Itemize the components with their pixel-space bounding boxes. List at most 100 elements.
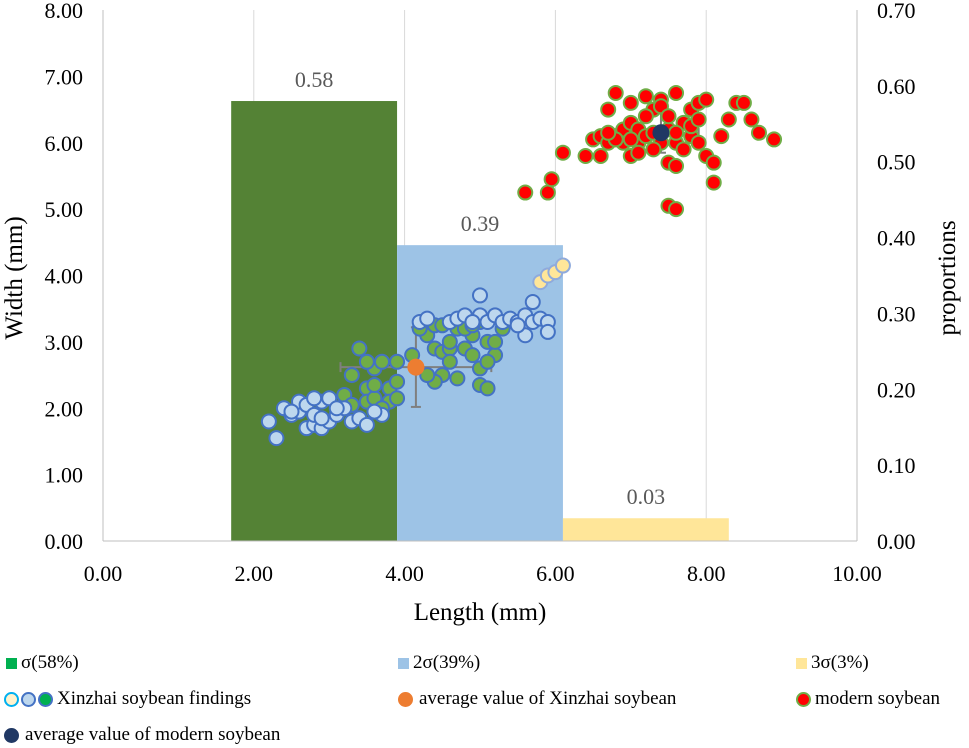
legend-marker-yellow [4, 691, 19, 707]
legend-marker-red [796, 691, 811, 707]
legend-3sigma-label: 3σ(3%) [811, 652, 869, 673]
data-point [743, 111, 760, 128]
data-point [358, 416, 375, 433]
legend-xinzhai-average: average value of Xinzhai soybean [398, 688, 676, 710]
data-point [600, 124, 617, 141]
data-point [705, 154, 722, 171]
y-tick-label: 2.00 [45, 396, 84, 421]
data-point [690, 111, 707, 128]
y2-tick-label: 0.60 [877, 74, 916, 99]
y2-tick-label: 0.70 [877, 0, 916, 23]
data-point [479, 353, 496, 370]
data-point [464, 313, 481, 330]
data-point [472, 287, 488, 304]
legend-modern-average: average value of modern soybean [4, 724, 280, 746]
x-tick-label: 6.00 [536, 561, 575, 586]
y2-tick-label: 0.20 [877, 377, 916, 402]
data-point [607, 84, 624, 101]
bar [231, 101, 398, 542]
y2-tick-label: 0.40 [877, 226, 916, 251]
legend-xinzhai-findings-label: Xinzhai soybean findings [57, 688, 252, 709]
y-tick-label: 3.00 [45, 330, 84, 355]
data-point [449, 370, 466, 387]
bar-value-label: 0.03 [627, 484, 666, 509]
data-point [637, 88, 654, 105]
data-point [351, 340, 368, 357]
data-point [419, 367, 436, 384]
legend-xinzhai-average-label: average value of Xinzhai soybean [419, 688, 677, 709]
data-point [366, 403, 383, 420]
data-point [524, 294, 541, 311]
data-point [543, 171, 560, 188]
y-tick-label: 7.00 [45, 64, 84, 89]
data-point [389, 373, 406, 390]
data-point [592, 148, 609, 165]
scatter-points [260, 84, 783, 447]
legend-marker-green [38, 691, 53, 707]
data-point [343, 367, 360, 384]
y2-tick-label: 0.00 [877, 529, 916, 554]
y2-tick-label: 0.10 [877, 453, 916, 478]
data-point [720, 111, 737, 128]
data-point [260, 413, 277, 430]
data-point [389, 353, 406, 370]
y2-tick-label: 0.30 [877, 301, 916, 326]
legend-marker-navy [4, 727, 19, 743]
bar [562, 518, 729, 541]
bar-value-label: 0.39 [461, 211, 500, 236]
data-point [668, 124, 685, 141]
data-point [509, 317, 526, 334]
data-point [554, 144, 571, 161]
data-point [419, 310, 436, 327]
data-point [690, 134, 707, 151]
y2-axis-title: proportions [934, 220, 961, 335]
data-point [766, 131, 783, 148]
data-point [577, 148, 594, 165]
data-point [366, 377, 383, 394]
data-point [600, 101, 617, 118]
legend-xinzhai-findings: Xinzhai soybean findings [4, 688, 251, 710]
data-point [622, 131, 639, 148]
data-point [328, 400, 345, 417]
data-point [268, 430, 285, 447]
data-point [713, 128, 730, 145]
data-point [464, 347, 481, 364]
y2-tick-label: 0.50 [877, 150, 916, 175]
x-tick-label: 4.00 [385, 561, 424, 586]
legend-sigma-label: σ(58%) [21, 652, 79, 673]
legend-3sigma-swatch [796, 657, 807, 669]
data-point [668, 201, 685, 218]
data-point [283, 403, 300, 420]
y-tick-label: 5.00 [45, 197, 84, 222]
y-tick-label: 6.00 [45, 131, 84, 156]
data-point [698, 91, 715, 108]
data-point [630, 144, 647, 161]
average-point [652, 124, 670, 142]
data-point [313, 410, 330, 427]
labels: 0.58 0.39 0.03 0.00 2.00 4.00 6.00 8.00 10.00 0.0… [45, 0, 916, 586]
data-point [517, 184, 534, 201]
data-point [554, 257, 571, 274]
average-point [407, 358, 425, 376]
legend-2sigma-label: 2σ(39%) [413, 652, 481, 673]
x-tick-label: 8.00 [687, 561, 726, 586]
legend-2sigma-swatch [398, 657, 409, 669]
data-point [358, 353, 375, 370]
x-axis-title: Length (mm) [414, 599, 547, 626]
data-point [750, 124, 767, 141]
data-point [735, 94, 752, 111]
legend-marker-blue [21, 691, 36, 707]
y-tick-label: 0.00 [45, 529, 84, 554]
data-point [675, 141, 692, 158]
legend-sigma-swatch [6, 657, 17, 669]
data-point [441, 353, 458, 370]
data-point [668, 157, 685, 174]
data-point [373, 353, 390, 370]
legend-modern: modern soybean [796, 688, 940, 710]
legend-sigma: σ(58%) [6, 652, 79, 674]
x-tick-label: 0.00 [84, 561, 123, 586]
data-point [306, 390, 323, 407]
data-point [389, 390, 406, 407]
y-axis-title: Width (mm) [1, 216, 28, 339]
